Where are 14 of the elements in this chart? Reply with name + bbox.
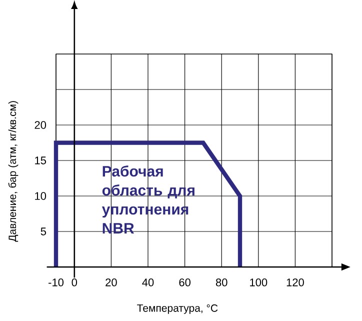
x-tick-label: 120: [286, 278, 304, 286]
x-tick-label: -10: [48, 278, 64, 286]
x-tick-label: 80: [216, 278, 228, 286]
y-tick-label: 15: [35, 156, 46, 164]
x-tick-label: 20: [106, 278, 117, 286]
y-axis-title: Давление, бар (атм, кг/кв.см): [8, 101, 18, 242]
y-tick-label: 10: [35, 192, 46, 200]
x-axis-title: Температура, °C: [137, 304, 218, 314]
x-tick-label: 100: [250, 278, 268, 286]
x-tick-label: 0: [72, 278, 78, 286]
y-tick-label: 5: [40, 228, 46, 236]
x-tick-label: 60: [179, 278, 190, 286]
x-tick-label: 40: [142, 278, 154, 286]
y-tick-label: 20: [34, 121, 46, 129]
